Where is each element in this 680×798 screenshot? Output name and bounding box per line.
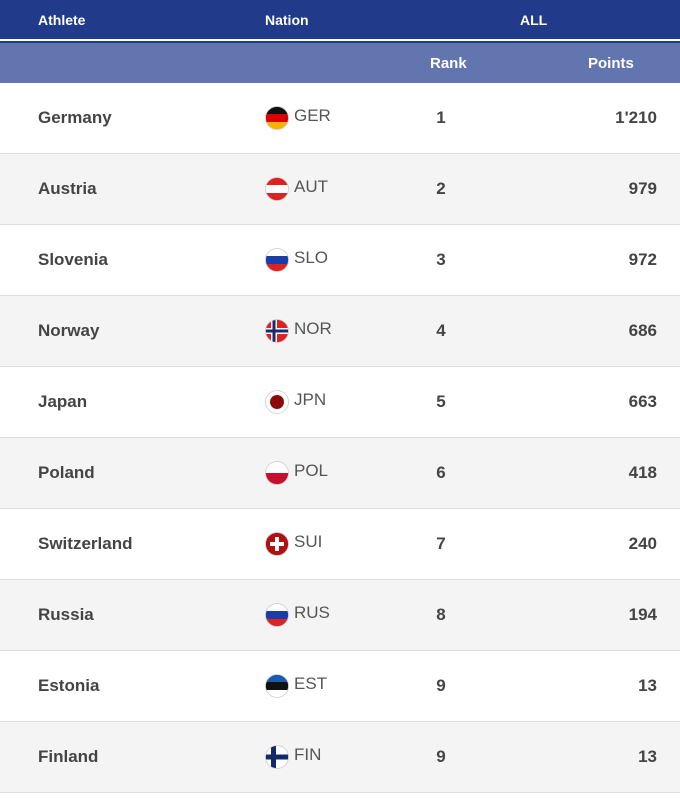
rank-value: 5 <box>436 392 446 411</box>
athlete-name[interactable]: Japan <box>38 392 88 411</box>
points-value: 240 <box>628 534 657 553</box>
points-column-header[interactable]: Points <box>588 55 634 72</box>
flag-fin-icon <box>265 745 289 769</box>
flag-ger-icon <box>265 106 289 130</box>
points-value: 194 <box>628 605 657 624</box>
athlete-name[interactable]: Russia <box>38 605 94 624</box>
nation-code: FIN <box>294 745 322 764</box>
standings-table-body: Germany GER 1 1'210 Austria AUT 2 979 Slov… <box>0 83 680 793</box>
table-row[interactable]: Finland FIN 9 13 <box>0 722 680 793</box>
rank-value: 7 <box>436 534 446 553</box>
athlete-name[interactable]: Estonia <box>38 676 100 695</box>
points-value: 418 <box>628 463 657 482</box>
rank-value: 6 <box>436 463 446 482</box>
nation-column-header[interactable]: Nation <box>265 12 309 28</box>
points-value: 686 <box>628 321 657 340</box>
athlete-column-header[interactable]: Athlete <box>38 12 86 28</box>
table-row[interactable]: Switzerland SUI 7 240 <box>0 509 680 580</box>
athlete-name[interactable]: Poland <box>38 463 95 482</box>
nation-code: EST <box>294 674 328 693</box>
points-value: 13 <box>638 747 657 766</box>
points-value: 979 <box>628 179 657 198</box>
points-value: 1'210 <box>615 108 657 127</box>
table-row[interactable]: Austria AUT 2 979 <box>0 154 680 225</box>
table-row[interactable]: Slovenia SLO 3 972 <box>0 225 680 296</box>
table-row[interactable]: Poland POL 6 418 <box>0 438 680 509</box>
table-row[interactable]: Japan JPN 5 663 <box>0 367 680 438</box>
nation-code: RUS <box>294 603 330 622</box>
table-row[interactable]: Norway NOR 4 686 <box>0 296 680 367</box>
points-value: 972 <box>628 250 657 269</box>
rank-value: 3 <box>436 250 446 269</box>
nation-code: SLO <box>294 248 329 267</box>
rank-value: 9 <box>436 676 446 695</box>
flag-rus-icon <box>265 603 289 627</box>
nation-code: POL <box>294 461 329 480</box>
flag-aut-icon <box>265 177 289 201</box>
table-row[interactable]: Germany GER 1 1'210 <box>0 83 680 154</box>
table-row[interactable]: Russia RUS 8 194 <box>0 580 680 651</box>
flag-slo-icon <box>265 248 289 272</box>
rank-value: 4 <box>436 321 446 340</box>
flag-est-icon <box>265 674 289 698</box>
table-row[interactable]: Estonia EST 9 13 <box>0 651 680 722</box>
rank-value: 8 <box>436 605 446 624</box>
points-value: 663 <box>628 392 657 411</box>
flag-nor-icon <box>265 319 289 343</box>
nation-code: GER <box>294 106 331 125</box>
athlete-name[interactable]: Switzerland <box>38 534 133 553</box>
nation-code: NOR <box>294 319 332 338</box>
table-header: Athlete Nation ALL <box>0 0 680 41</box>
rank-value: 9 <box>436 747 446 766</box>
flag-jpn-icon <box>265 390 289 414</box>
athlete-name[interactable]: Finland <box>38 747 99 766</box>
rank-column-header[interactable]: Rank <box>430 55 467 72</box>
athlete-name[interactable]: Austria <box>38 179 97 198</box>
athlete-name[interactable]: Slovenia <box>38 250 108 269</box>
rank-value: 1 <box>436 108 446 127</box>
athlete-name[interactable]: Germany <box>38 108 112 127</box>
all-column-header[interactable]: ALL <box>520 12 548 28</box>
nation-code: AUT <box>294 177 328 196</box>
flag-sui-icon <box>265 532 289 556</box>
rank-value: 2 <box>436 179 446 198</box>
points-value: 13 <box>638 676 657 695</box>
table-subheader: Rank Points <box>0 43 680 83</box>
nation-code: JPN <box>294 390 327 409</box>
athlete-name[interactable]: Norway <box>38 321 100 340</box>
nation-code: SUI <box>294 532 323 551</box>
header-divider <box>0 41 680 43</box>
flag-pol-icon <box>265 461 289 485</box>
